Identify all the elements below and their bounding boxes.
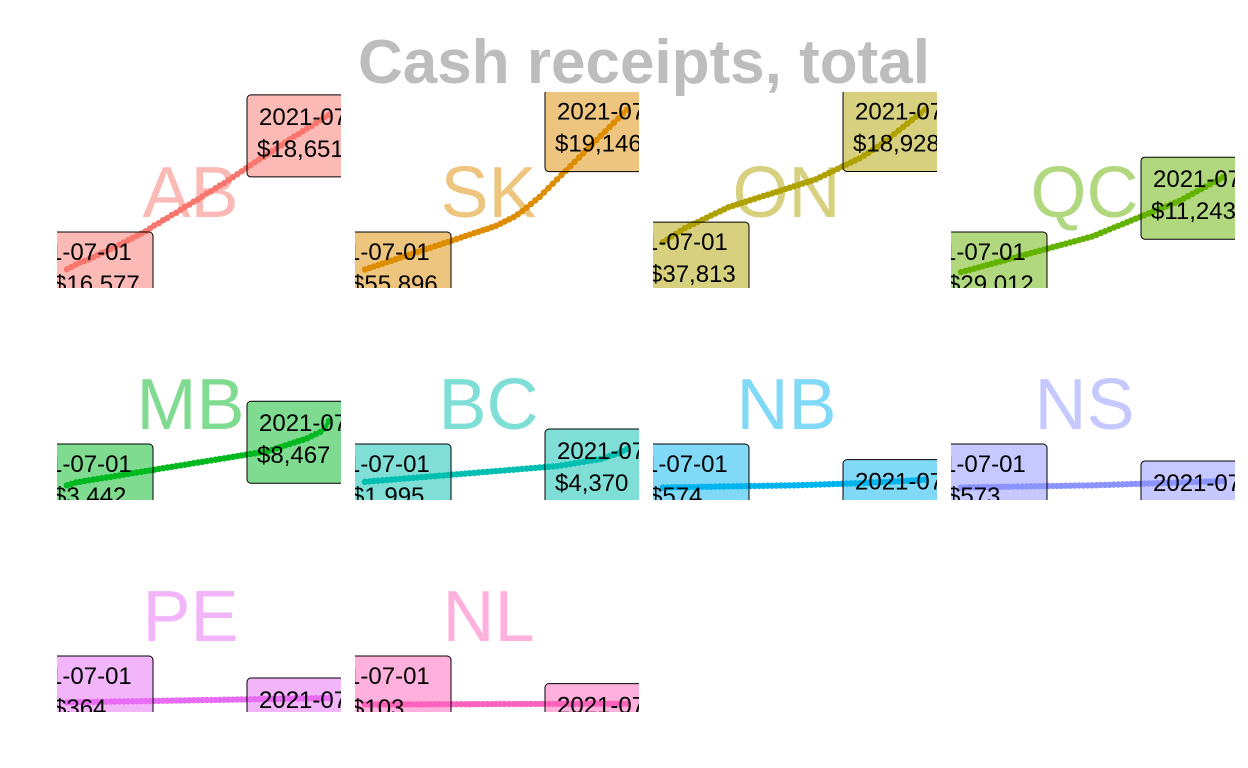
- start-value-label: $574: [649, 483, 702, 510]
- end-date-label: 2021-07-01: [557, 693, 680, 720]
- start-value-label: $16,577: [53, 271, 140, 298]
- start-value-label: $103: [351, 695, 404, 722]
- end-value-label: $8,467: [257, 442, 330, 469]
- end-date-label: 2021-07-01: [1153, 470, 1248, 497]
- end-value-label: $18,928: [853, 130, 940, 157]
- panel-ns: NS 2021-07-01 $573 2021-07-01 $972: [903, 365, 1248, 543]
- end-date-label: 2021-07-01: [259, 104, 382, 131]
- end-value-label: $972: [1151, 502, 1204, 529]
- panel-nl: NL 2021-07-01 $103 2021-07-01 $139: [307, 577, 715, 766]
- start-value-label: $3,442: [53, 483, 126, 510]
- start-value-label: $55,896: [351, 271, 438, 298]
- start-value-label: $364: [53, 695, 106, 722]
- start-value-label: $37,813: [649, 261, 736, 288]
- start-date-label: 2021-07-01: [9, 239, 132, 266]
- start-date-label: 2021-07-01: [9, 451, 132, 478]
- start-value-label: $1,995: [351, 483, 424, 510]
- end-value-label: $996: [853, 501, 906, 528]
- end-value-label: $592: [257, 719, 310, 746]
- end-value-label: $11,243: [1151, 198, 1236, 225]
- panel-code-label: MB: [136, 365, 244, 445]
- panel-code-label: ON: [732, 153, 840, 233]
- start-value-label: $573: [947, 483, 1000, 510]
- end-date-label: 2021-07-01: [557, 99, 680, 126]
- end-value-label: $4,370: [555, 470, 628, 497]
- panel-code-label: PE: [142, 577, 238, 657]
- panel-code-label: NB: [736, 365, 836, 445]
- end-value-label: $18,651: [257, 136, 344, 163]
- small-multiples: AB 2021-07-01 $16,577 2021-07-01 $18,651 SK 20…: [9, 89, 1248, 765]
- end-date-label: 2021-07-01: [1153, 166, 1248, 193]
- end-date-label: 2021-07-01: [855, 98, 978, 125]
- start-date-label: 2021-07-01: [605, 229, 728, 256]
- panel-code-label: SK: [440, 153, 536, 233]
- panel-code-label: BC: [438, 365, 538, 445]
- start-date-label: 2021-07-01: [307, 239, 430, 266]
- panel-code-label: NS: [1034, 365, 1134, 445]
- end-value-label: $139: [555, 725, 608, 752]
- start-value-label: $29,012: [947, 271, 1034, 298]
- end-value-label: $19,146: [555, 131, 642, 158]
- start-date-label: 2021-07-01: [9, 663, 132, 690]
- end-date-label: 2021-07-01: [259, 410, 382, 437]
- panel-code-label: NL: [442, 577, 534, 657]
- start-date-label: 2021-07-01: [903, 239, 1026, 266]
